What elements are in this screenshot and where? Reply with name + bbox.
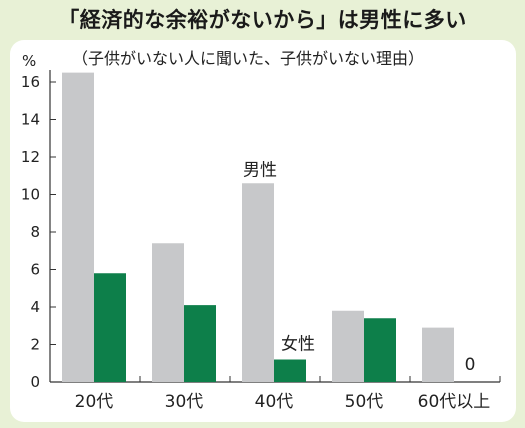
y-tick-label: 8 [30, 223, 40, 241]
chart-title: 「経済的な余裕がないから」は男性に多い [58, 8, 467, 32]
bar-male [422, 327, 454, 382]
x-category-label: 30代 [165, 392, 204, 412]
y-tick-label: 6 [30, 261, 40, 279]
bar-female [274, 359, 306, 382]
x-category-label: 40代 [255, 392, 294, 412]
bar-female [184, 305, 216, 382]
bar-female [364, 318, 396, 382]
zero-value-label: 0 [465, 355, 476, 375]
bar-male [152, 243, 184, 382]
x-category-label: 50代 [345, 392, 384, 412]
y-tick-label: 2 [30, 336, 40, 354]
chart-subtitle: （子供がいない人に聞いた、子供がいない理由） [72, 49, 424, 68]
y-axis-unit-label: % [22, 52, 36, 70]
bar-female [94, 273, 126, 382]
series-label-female: 女性 [281, 335, 315, 355]
series-label-male: 男性 [243, 160, 277, 180]
bar-male [242, 183, 274, 382]
y-tick-label: 12 [21, 148, 40, 166]
x-category-label: 60代以上 [418, 392, 491, 412]
bar-male [62, 72, 94, 382]
y-tick-label: 14 [21, 111, 40, 129]
x-category-label: 20代 [75, 392, 114, 412]
y-tick-label: 16 [21, 73, 40, 91]
bar-male [332, 310, 364, 382]
y-tick-label: 10 [21, 186, 40, 204]
y-tick-label: 0 [30, 373, 40, 391]
y-tick-label: 4 [30, 298, 40, 316]
